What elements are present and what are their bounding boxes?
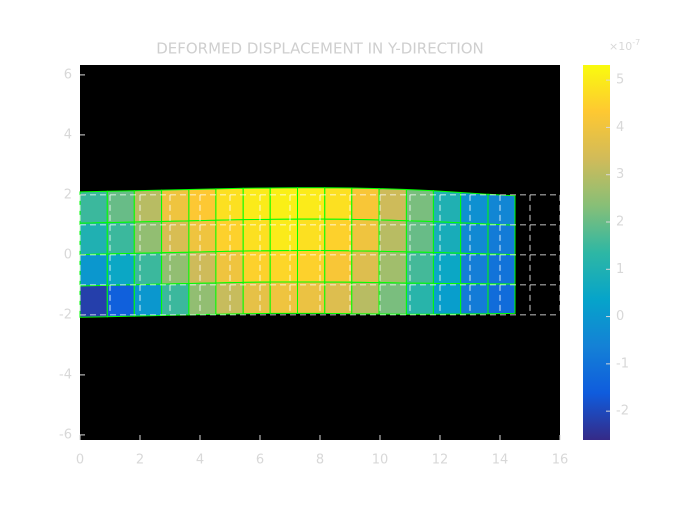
- mesh-cell: [432, 221, 462, 254]
- mesh-cell: [133, 283, 163, 317]
- mesh-cell: [432, 251, 462, 285]
- mesh-cell: [269, 218, 298, 252]
- mesh-cell: [405, 220, 434, 254]
- mesh-cell: [79, 222, 108, 256]
- mesh-cell: [79, 284, 108, 318]
- mesh-cell: [378, 250, 407, 284]
- mesh-cell: [269, 187, 298, 220]
- y-tick-label: 2: [64, 187, 72, 202]
- y-tick-label: 4: [64, 127, 72, 142]
- mesh-cell: [460, 191, 489, 225]
- colorbar-scale: ×10-7: [609, 38, 640, 54]
- mesh-cell: [188, 188, 217, 222]
- colorbar-tick-label: 4: [616, 120, 624, 135]
- mesh-cell: [324, 281, 353, 315]
- mesh-cell: [432, 282, 462, 315]
- x-tick-label: 16: [552, 453, 569, 468]
- y-tick-label: -6: [59, 427, 72, 442]
- mesh-cell: [324, 187, 353, 220]
- mesh-cell: [351, 187, 380, 221]
- mesh-cell: [188, 251, 217, 285]
- x-tick-label: 10: [372, 453, 389, 468]
- mesh-cell: [487, 223, 516, 256]
- mesh-cell: [487, 283, 516, 315]
- mesh-cell: [378, 282, 407, 315]
- y-tick-label: -2: [59, 307, 72, 322]
- mesh-cell: [351, 250, 380, 284]
- mesh-cell: [242, 250, 271, 283]
- mesh-cell: [378, 188, 407, 222]
- colorbar: [583, 65, 610, 440]
- x-tick-label: 4: [196, 453, 204, 468]
- mesh-cell: [106, 252, 135, 286]
- colorbar-tick-label: 3: [616, 167, 624, 182]
- mesh-cell: [133, 252, 163, 286]
- scale-exponent: -7: [632, 38, 640, 47]
- x-tick-label: 6: [256, 453, 264, 468]
- x-tick-label: 12: [432, 453, 449, 468]
- mesh-cell: [487, 253, 516, 285]
- mesh-cell: [460, 283, 489, 315]
- mesh-cell: [405, 251, 434, 284]
- mesh-cell: [79, 253, 108, 287]
- mesh-cell: [269, 281, 298, 314]
- colorbar-tick-label: 2: [616, 214, 624, 229]
- mesh-cell: [242, 218, 271, 252]
- x-tick-label: 8: [316, 453, 324, 468]
- chart-title: DEFORMED DISPLACEMENT IN Y-DIRECTION: [156, 40, 484, 58]
- mesh-cell: [432, 190, 462, 224]
- mesh-cell: [324, 250, 353, 283]
- mesh-cell: [106, 190, 135, 224]
- y-tick-label: 6: [64, 67, 72, 82]
- mesh-cell: [215, 281, 244, 315]
- mesh-cell: [215, 219, 244, 253]
- colorbar-tick-label: 0: [616, 309, 624, 324]
- mesh-cell: [161, 283, 190, 317]
- mesh-cell: [161, 188, 190, 222]
- mesh-cell: [460, 222, 489, 255]
- scale-base: ×10: [609, 40, 632, 53]
- colorbar-tick-label: -1: [616, 356, 629, 371]
- mesh-cell: [106, 221, 135, 255]
- mesh-cell: [133, 189, 163, 223]
- colorbar-tick-label: -2: [616, 404, 629, 419]
- mesh-cell: [405, 282, 434, 315]
- mesh-cell: [133, 220, 163, 254]
- mesh-cell: [324, 218, 353, 252]
- mesh-cell: [242, 281, 271, 315]
- mesh-cell: [215, 250, 244, 284]
- mesh-cell: [242, 187, 271, 221]
- mesh-cell: [487, 193, 516, 226]
- mesh-cell: [161, 220, 190, 254]
- mesh-cell: [79, 190, 108, 224]
- mesh-cell: [297, 218, 326, 252]
- y-tick-label: 0: [64, 247, 72, 262]
- colorbar-tick-label: 5: [616, 73, 624, 88]
- mesh-cell: [405, 188, 434, 223]
- mesh-cell: [297, 187, 326, 220]
- mesh-cell: [351, 218, 380, 252]
- mesh-cell: [106, 284, 135, 318]
- mesh-cell: [188, 282, 217, 316]
- mesh-cell: [351, 281, 380, 315]
- colorbar-tick-label: 1: [616, 262, 624, 277]
- x-tick-label: 0: [76, 453, 84, 468]
- y-tick-label: -4: [59, 367, 72, 382]
- mesh-cell: [297, 281, 326, 314]
- x-tick-label: 2: [136, 453, 144, 468]
- mesh-cell: [161, 251, 190, 285]
- mesh-cell: [460, 252, 489, 285]
- x-tick-label: 14: [492, 453, 509, 468]
- mesh-cell: [215, 187, 244, 221]
